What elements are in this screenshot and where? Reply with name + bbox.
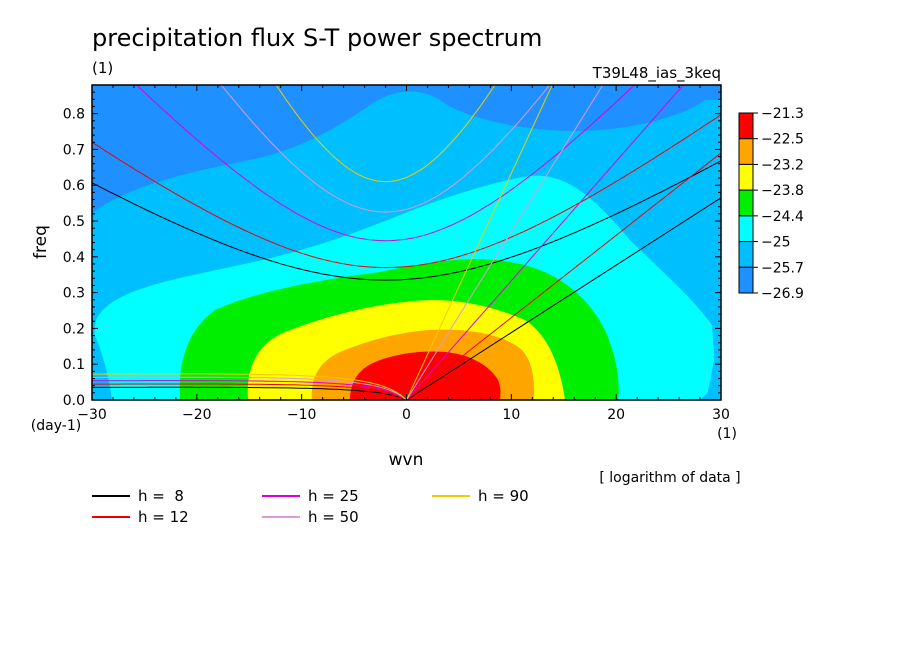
y-tick-label: 0.4 <box>63 250 85 266</box>
rossby-curve-h8 <box>92 386 407 400</box>
colorbar-swatch <box>738 163 754 191</box>
colorbar-swatch <box>738 189 754 217</box>
colorbar-swatch <box>738 112 754 140</box>
legend-label-h90: h = 90 <box>478 487 529 505</box>
ig-curve-h12 <box>92 114 721 269</box>
colorbar-label: −22.5 <box>761 132 804 148</box>
y-tick-label: 0.7 <box>63 142 85 158</box>
y-tick-label: 0.3 <box>63 286 85 302</box>
colorbar: −21.3 −22.5 −23.2 −23.8 −24.4 −25 −25.7 −26.9 <box>738 106 804 302</box>
colorbar-label: −24.4 <box>761 209 804 225</box>
ig-curve-h50 <box>220 85 551 213</box>
legend-label-h8: h = 8 <box>138 487 184 505</box>
rossby-curve-h25 <box>92 380 407 400</box>
kelvin-line-h25 <box>406 85 684 400</box>
contour-fills <box>92 85 721 400</box>
colorbar-label: −25 <box>761 235 791 251</box>
y-tick-label: 0.8 <box>63 107 85 123</box>
colorbar-swatch <box>738 241 754 268</box>
kelvin-line-h12 <box>406 152 721 400</box>
log-note: [ logarithm of data ] <box>599 470 740 486</box>
legend-label-h50: h = 50 <box>308 508 359 526</box>
x-tick-label: 0 <box>402 407 411 423</box>
legend: h = 8 h = 12 h = 25 h = 50 h = 90 <box>92 487 529 526</box>
legend-label-h25: h = 25 <box>308 487 359 505</box>
y-tick-label: 0.2 <box>63 321 85 337</box>
chart-subtitle-right: T39L48_ias_3keq <box>592 64 721 83</box>
x-unit-label: (1) <box>717 426 737 442</box>
colorbar-label: −23.8 <box>761 183 804 199</box>
x-tick-label: −10 <box>287 407 317 423</box>
contour-corner-right <box>706 330 721 400</box>
ig-curve-h8 <box>92 160 721 281</box>
y-tick-label: 0.6 <box>63 178 85 194</box>
y-unit-label: (day-1) <box>31 418 81 434</box>
colorbar-label: −21.3 <box>761 106 804 122</box>
chart-title: precipitation flux S-T power spectrum <box>92 24 542 52</box>
y-tick-label: 0.1 <box>63 357 85 373</box>
ig-curve-h25 <box>135 85 636 242</box>
ig-curve-h90 <box>275 85 496 183</box>
chart-subtitle-left: (1) <box>92 59 113 77</box>
colorbar-swatch <box>738 138 754 165</box>
x-tick-label: −30 <box>77 407 107 423</box>
dispersion-curves <box>92 85 721 400</box>
kelvin-line-h90 <box>406 85 553 400</box>
colorbar-label: −25.7 <box>761 260 804 276</box>
x-tick-label: 20 <box>607 407 625 423</box>
axis-ticks: −30 −20 −10 0 10 20 30 0.0 0.1 0.2 0.3 0.4 0.5 0.6 0.7… <box>63 85 730 423</box>
rossby-curve-h50 <box>92 376 407 400</box>
x-tick-label: −20 <box>182 407 212 423</box>
colorbar-label: −23.2 <box>761 157 804 173</box>
y-tick-label: 0.0 <box>63 393 85 409</box>
contour-corner-left <box>92 330 112 400</box>
x-tick-label: 30 <box>712 407 730 423</box>
colorbar-label: −26.9 <box>761 286 804 302</box>
y-tick-label: 0.5 <box>63 214 85 230</box>
y-axis-label: freq <box>31 225 51 259</box>
kelvin-line-h50 <box>406 85 604 400</box>
rossby-curve-h12 <box>92 383 407 400</box>
x-axis-label: wvn <box>389 450 424 470</box>
legend-label-h12: h = 12 <box>138 508 189 526</box>
rossby-curve-h90 <box>92 373 407 400</box>
colorbar-swatch <box>738 266 754 294</box>
kelvin-line-h8 <box>406 197 721 400</box>
colorbar-swatch <box>738 215 754 243</box>
x-tick-label: 10 <box>502 407 520 423</box>
